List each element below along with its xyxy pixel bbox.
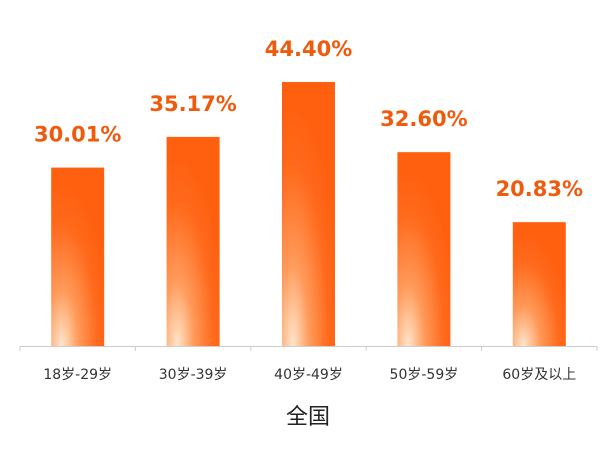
value-label: 32.60%: [380, 107, 467, 131]
x-tick-label: 18岁-29岁: [43, 367, 112, 383]
x-tick-label: 50岁-59岁: [390, 367, 459, 383]
x-tick-label: 60岁及以上: [502, 367, 576, 383]
value-label: 35.17%: [149, 92, 236, 116]
value-label: 44.40%: [265, 37, 352, 61]
value-label: 30.01%: [34, 123, 121, 147]
chart-title: 全国: [286, 405, 330, 430]
bar: [512, 222, 566, 346]
bar: [397, 152, 451, 346]
bar: [282, 81, 335, 347]
bar: [166, 136, 220, 346]
x-tick-label: 40岁-49岁: [274, 367, 343, 383]
value-label: 20.83%: [496, 177, 583, 201]
x-tick-label: 30岁-39岁: [159, 367, 228, 383]
bar: [51, 167, 105, 346]
